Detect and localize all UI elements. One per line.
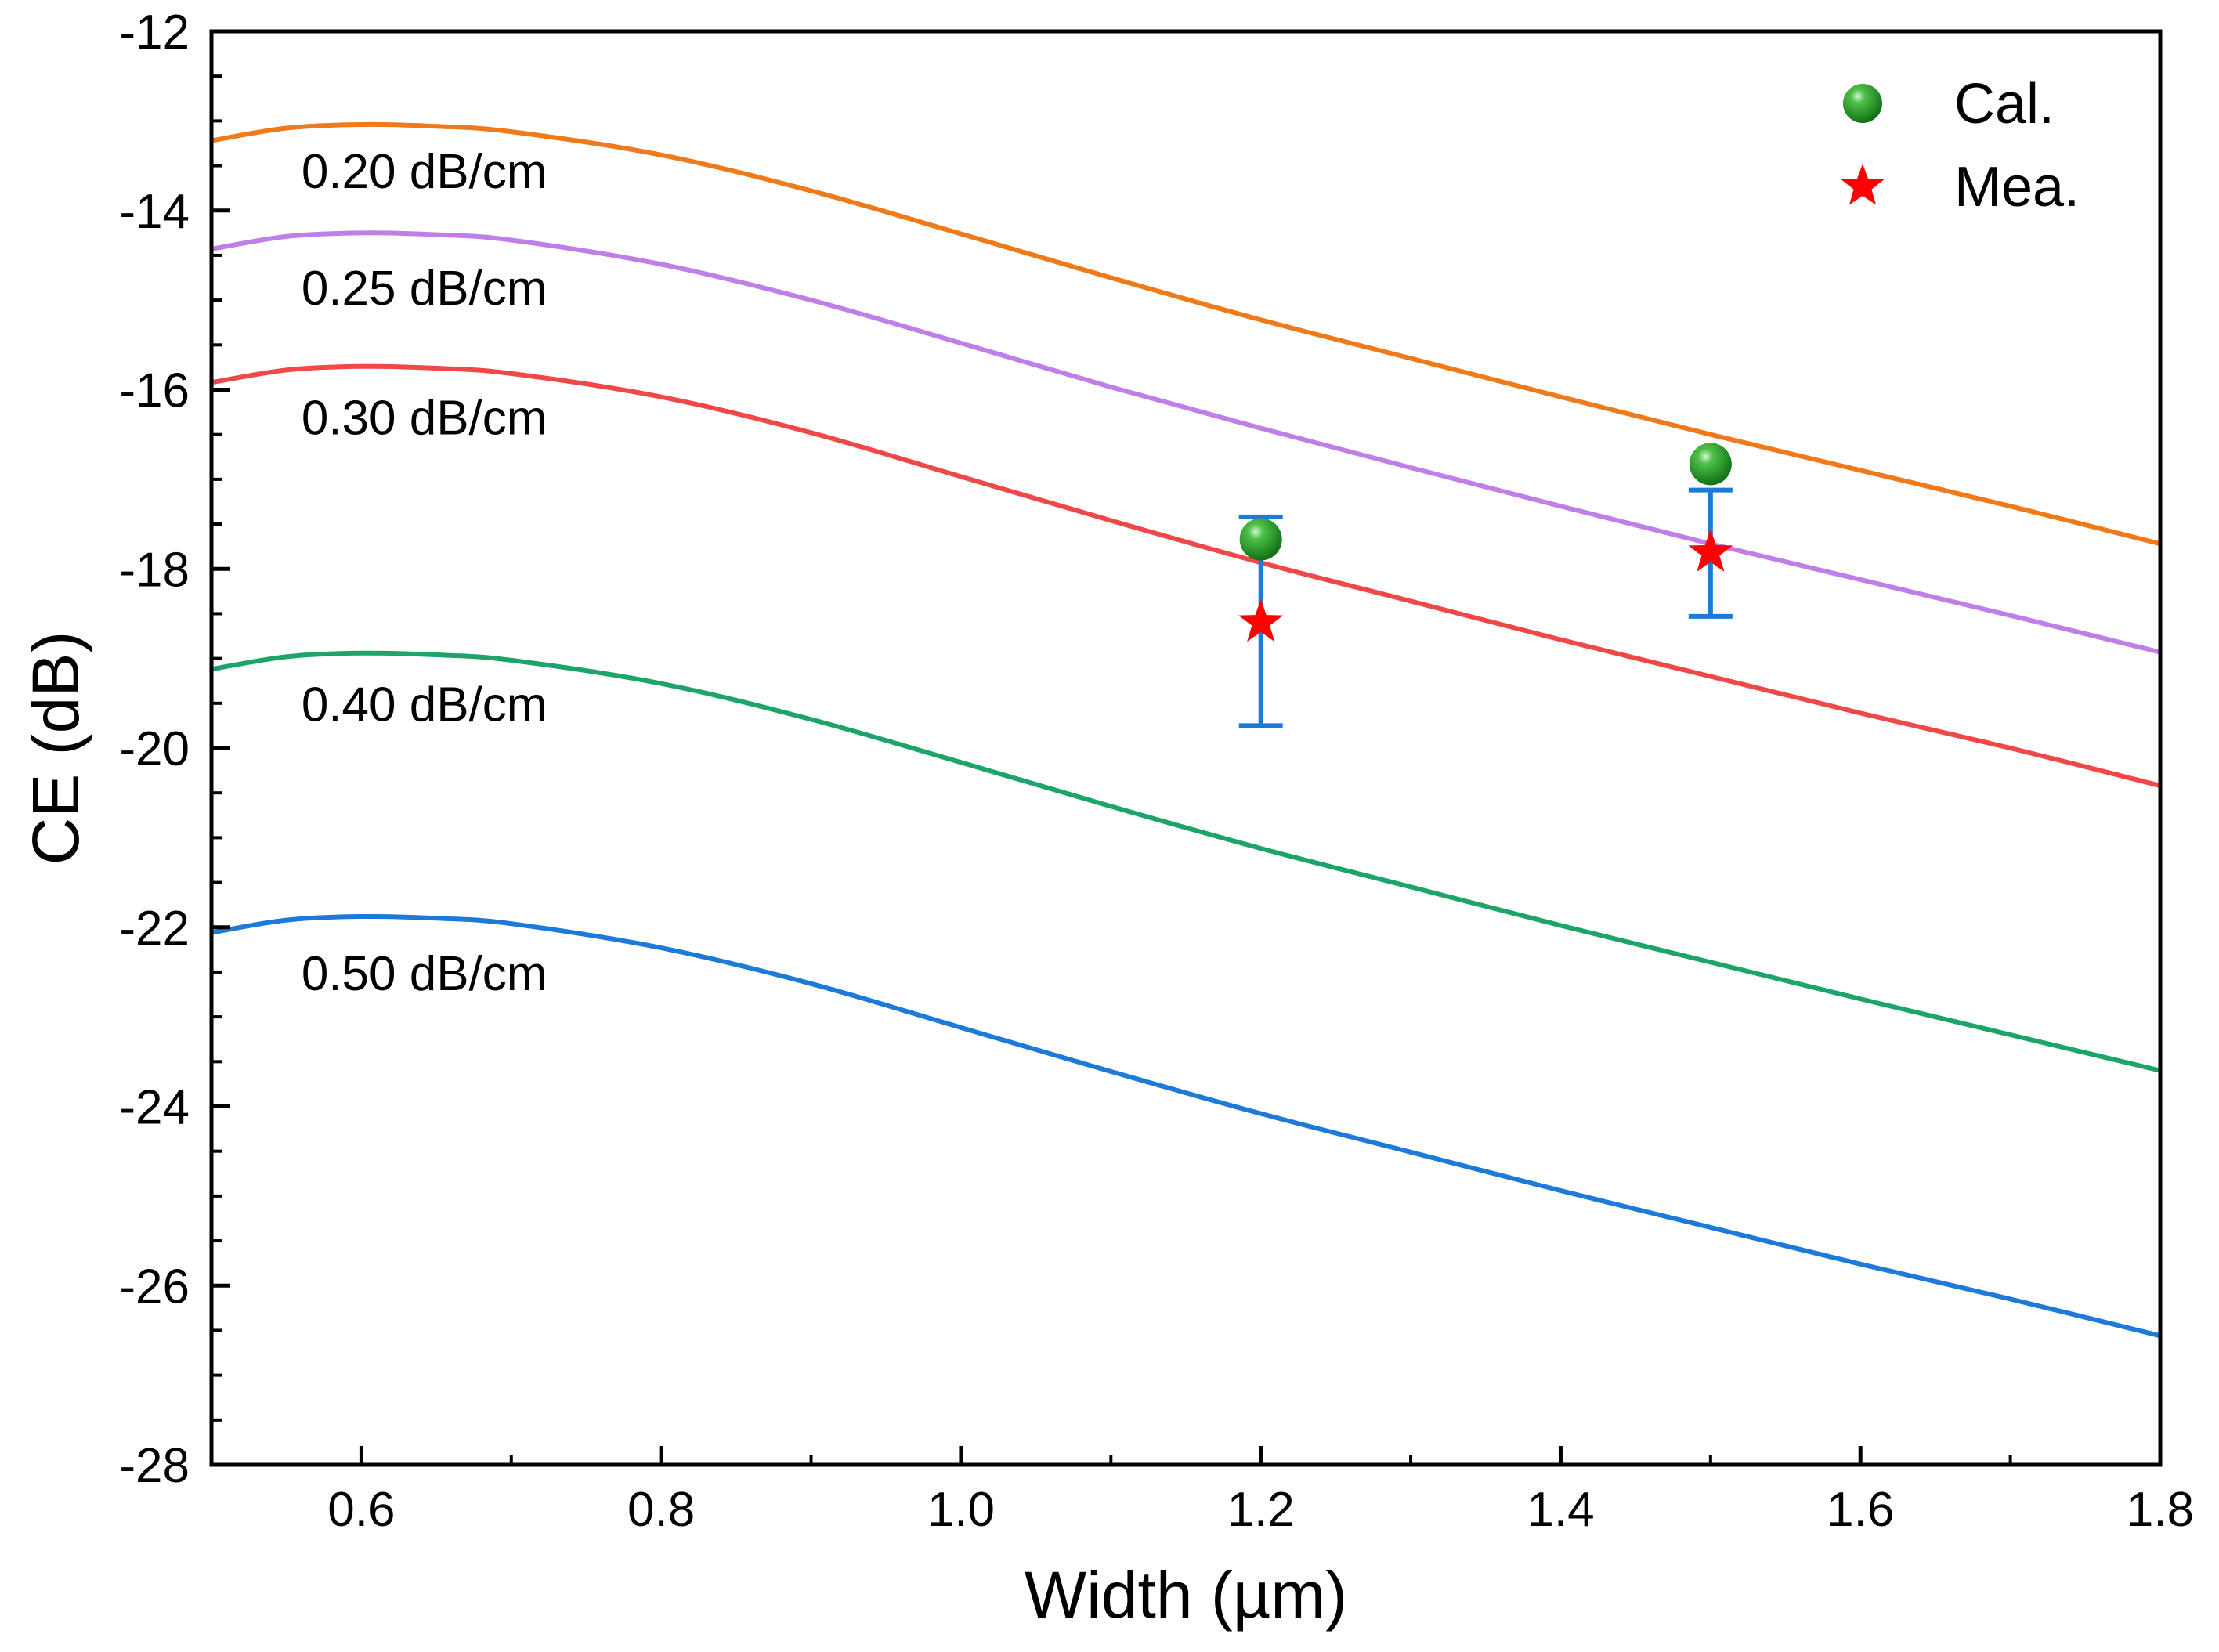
x-axis-title: Width (µm) — [1025, 1558, 1347, 1632]
y-tick-label: -18 — [119, 543, 190, 597]
x-tick-label: 1.4 — [1527, 1483, 1594, 1537]
y-tick-label: -12 — [119, 5, 190, 60]
curve-label: 0.50 dB/cm — [302, 947, 548, 1001]
y-tick-label: -24 — [119, 1081, 190, 1135]
marker-layer — [1238, 443, 1733, 642]
x-tick-label: 0.6 — [327, 1483, 395, 1537]
curve-label: 0.30 dB/cm — [302, 392, 548, 446]
y-tick-label: -14 — [119, 185, 190, 239]
calculated-point — [1689, 443, 1732, 486]
measured-point — [1238, 598, 1284, 642]
x-tick-label: 1.6 — [1827, 1483, 1894, 1537]
x-tick-label: 1.2 — [1227, 1483, 1295, 1537]
curve-030 — [211, 363, 2161, 788]
y-tick-label: -22 — [119, 902, 190, 956]
tick-layer — [211, 29, 2163, 1467]
curve-label-layer: 0.20 dB/cm 0.25 dB/cm 0.30 dB/cm 0.40 dB/cm… — [302, 145, 548, 1001]
x-tick-label: 1.8 — [2127, 1483, 2194, 1537]
tick-label-layer: 0.6 0.8 1.0 1.2 1.4 1.6 1.8 -28 -26 -24 -22 -20 -18 -… — [119, 5, 2194, 1537]
curve-label: 0.40 dB/cm — [302, 678, 548, 732]
curve-020 — [211, 121, 2161, 547]
y-tick-label: -20 — [119, 722, 190, 776]
legend-mea-marker — [1841, 164, 1885, 205]
curve-025 — [211, 230, 2161, 655]
calculated-point — [1239, 518, 1282, 561]
curve-layer — [211, 121, 2161, 1339]
curve-050 — [211, 913, 2161, 1339]
curve-040 — [211, 650, 2161, 1073]
y-axis-title: CE (dB) — [19, 631, 92, 866]
legend-cal-marker — [1843, 84, 1882, 123]
y-tick-label: -28 — [119, 1439, 190, 1493]
legend-mea-marker-shape — [1841, 164, 1885, 205]
curve-label: 0.25 dB/cm — [302, 262, 548, 316]
curve-label: 0.20 dB/cm — [302, 145, 548, 199]
y-tick-label: -16 — [119, 364, 190, 418]
measured-point — [1688, 529, 1733, 572]
y-tick-label: -26 — [119, 1260, 190, 1314]
x-tick-label: 1.0 — [927, 1483, 995, 1537]
plot-area-frame — [209, 29, 2163, 1467]
legend: Cal. Mea. — [1841, 73, 2080, 219]
legend-mea-label: Mea. — [1954, 156, 2080, 219]
legend-cal-label: Cal. — [1954, 73, 2055, 136]
legend-cal-marker-shape — [1843, 84, 1882, 123]
x-tick-label: 0.8 — [627, 1483, 695, 1537]
error-bar-layer — [1238, 487, 1733, 728]
